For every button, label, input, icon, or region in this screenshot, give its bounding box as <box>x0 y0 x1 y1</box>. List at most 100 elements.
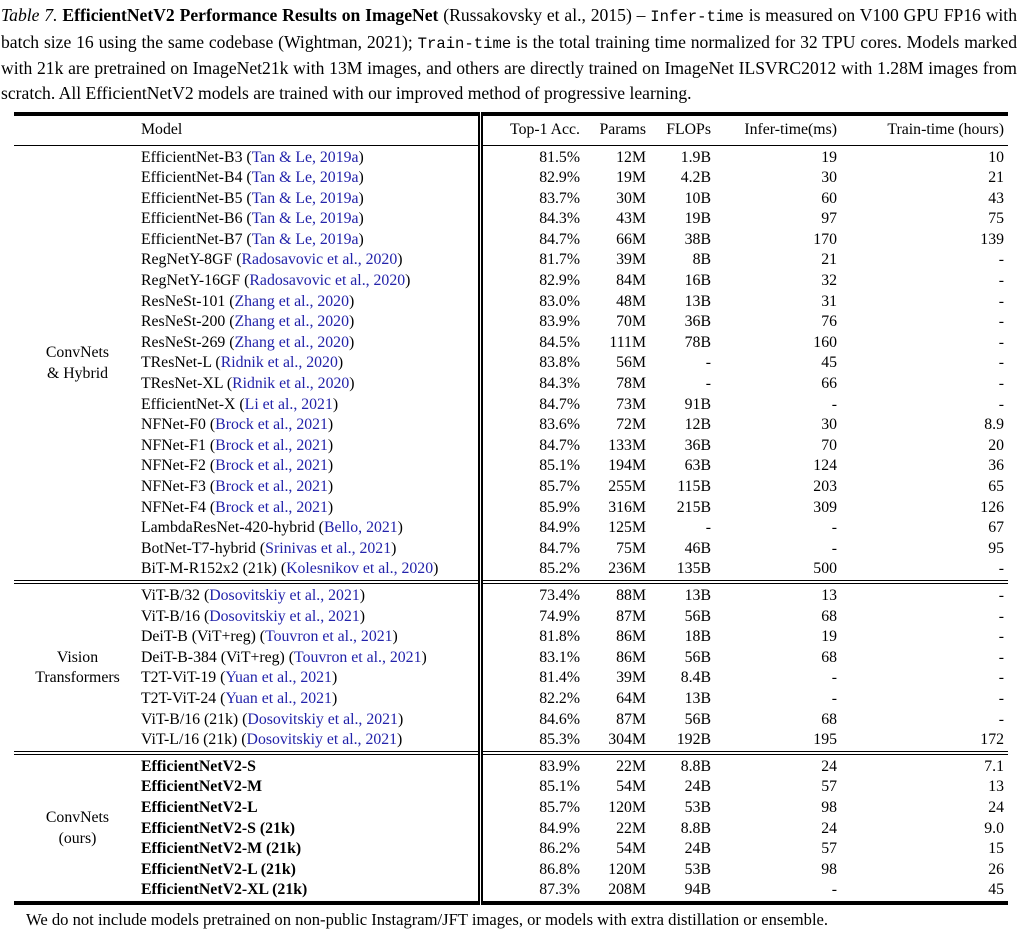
caption-text: is the total training time normalized fo… <box>1 31 1018 103</box>
train-time-value: 139 <box>980 230 1004 248</box>
params-value: 54M <box>616 840 646 858</box>
model-name: NFNet-F3 (Brock et al., 2021) <box>141 478 334 495</box>
citation-link[interactable]: Tan & Le, 2019a <box>251 148 359 166</box>
citation-link[interactable]: Brock et al., 2021 <box>215 436 328 454</box>
model-name: TResNet-L (Ridnik et al., 2020) <box>141 354 344 372</box>
flops-value: 13B <box>684 689 711 707</box>
top1-acc-value: 84.5% <box>477 332 588 354</box>
table-row: NFNet-F1 (Brock et al., 2021) 84.7% 133M 36… <box>14 435 1008 457</box>
train-time-value: 8.9 <box>984 416 1004 434</box>
top1-acc-value: 74.9% <box>477 606 588 628</box>
infer-time-value: 124 <box>813 457 837 475</box>
params-value: 111M <box>609 333 646 351</box>
citation-link[interactable]: Touvron et al., 2021 <box>265 628 393 646</box>
citation-link[interactable]: Brock et al., 2021 <box>215 478 328 495</box>
citation-link[interactable]: Li et al., 2021 <box>244 395 333 413</box>
top1-acc-value: 86.8% <box>477 859 588 881</box>
citation-link[interactable]: Zhang et al., 2020 <box>234 292 349 310</box>
train-time-value: - <box>998 354 1004 372</box>
citation-link[interactable]: Kolesnikov et al., 2020 <box>286 560 434 578</box>
citation-link[interactable]: Brock et al., 2021 <box>215 498 328 516</box>
top1-acc-value: 87.3% <box>477 880 588 903</box>
flops-value: 63B <box>684 457 711 475</box>
flops-value: - <box>705 519 711 537</box>
citation-link[interactable]: Ridnik et al., 2020 <box>220 354 338 372</box>
citation-link[interactable]: Brock et al., 2021 <box>215 416 328 434</box>
model-name: ViT-B/16 (21k) (Dosovitskiy et al., 2021… <box>141 710 404 728</box>
citation-link[interactable]: Dosovitskiy et al., 2021 <box>246 731 398 749</box>
row-group-3: ConvNets (ours) EfficientNetV2-S 83.9% 22M 8.… <box>14 752 1008 903</box>
flops-value: 46B <box>684 539 711 557</box>
infer-time-value: 68 <box>821 607 837 625</box>
caption-text: is measured on V100 GPU FP16 with batch … <box>1 5 1017 52</box>
top1-acc-value: 82.9% <box>477 168 588 189</box>
citation-link[interactable]: Bello, 2021 <box>323 519 398 537</box>
citation-link[interactable]: Zhang et al., 2020 <box>234 333 349 351</box>
params-value: 236M <box>608 560 646 578</box>
citation-link[interactable]: Radosavovic et al., 2020 <box>249 272 406 290</box>
flops-value: 8.4B <box>680 669 711 687</box>
train-time-value: 21 <box>988 169 1004 187</box>
flops-value: 4.2B <box>680 169 711 187</box>
citation-link[interactable]: Radosavovic et al., 2020 <box>241 251 398 269</box>
flops-value: 38B <box>684 230 711 248</box>
citation-link[interactable]: Dosovitskiy et al., 2021 <box>209 607 360 625</box>
top1-acc-value: 73.4% <box>477 581 588 607</box>
citation-link[interactable]: Tan & Le, 2019a <box>251 210 359 228</box>
train-time-value: - <box>998 395 1004 413</box>
citation-link[interactable]: Touvron et al., 2021 <box>294 648 422 666</box>
citation-link[interactable]: Tan & Le, 2019a <box>251 230 359 248</box>
citation-link[interactable]: Dosovitskiy et al., 2021 <box>209 586 360 604</box>
train-time-value: 43 <box>988 189 1004 207</box>
top1-acc-value: 84.7% <box>477 435 588 457</box>
top1-acc-value: 84.3% <box>477 209 588 230</box>
params-value: 43M <box>616 210 646 228</box>
params-value: 30M <box>616 189 646 207</box>
col-header-infer-time: Infer-time(ms) <box>744 121 837 139</box>
infer-time-value: 68 <box>821 710 837 728</box>
table-row: EfficientNet-B4 (Tan & Le, 2019a) 82.9% 19… <box>14 168 1008 189</box>
citation-link[interactable]: Russakovsky et al., 2015 <box>449 5 626 25</box>
citation-link[interactable]: Srinivas et al., 2021 <box>265 539 392 557</box>
infer-time-value: - <box>831 539 837 557</box>
citation-link[interactable]: Zhang et al., 2020 <box>234 313 349 331</box>
params-value: 84M <box>616 272 646 290</box>
citation-link[interactable]: Ridnik et al., 2020 <box>232 375 350 393</box>
params-value: 78M <box>616 375 646 393</box>
citation-link[interactable]: Yuan et al., 2021 <box>225 669 332 687</box>
model-name: ResNeSt-269 (Zhang et al., 2020) <box>141 333 355 351</box>
top1-acc-value: 83.1% <box>477 647 588 669</box>
model-name: EfficientNet-B5 (Tan & Le, 2019a) <box>141 189 364 207</box>
infer-time-value: 195 <box>813 731 837 749</box>
train-time-value: 172 <box>980 731 1004 749</box>
flops-value: 13B <box>684 586 711 604</box>
model-name: DeiT-B-384 (ViT+reg) (Touvron et al., 20… <box>141 648 427 666</box>
table-row: RegNetY-8GF (Radosavovic et al., 2020) 81… <box>14 250 1008 272</box>
infer-time-value: 203 <box>813 478 837 495</box>
table-row: NFNet-F3 (Brock et al., 2021) 85.7% 255M 11… <box>14 477 1008 498</box>
table-row: T2T-ViT-19 (Yuan et al., 2021) 81.4% 39M 8.… <box>14 668 1008 689</box>
infer-time-value: 30 <box>821 416 837 434</box>
params-value: 22M <box>616 757 646 775</box>
flops-value: 115B <box>677 478 711 495</box>
row-group-label: ConvNets & Hybrid <box>45 344 110 382</box>
citation-link[interactable]: Wightman, 2021 <box>284 31 403 52</box>
train-time-value: - <box>998 313 1004 331</box>
citation-link[interactable]: Tan & Le, 2019a <box>251 169 359 187</box>
flops-value: - <box>705 354 711 372</box>
model-name: LambdaResNet-420-hybrid (Bello, 2021) <box>141 519 403 537</box>
flops-value: 36B <box>684 313 711 331</box>
table-row: TResNet-L (Ridnik et al., 2020) 83.8% 56M -… <box>14 353 1008 375</box>
train-time-value: 26 <box>988 860 1004 878</box>
model-name: EfficientNetV2-L <box>141 798 258 816</box>
caption-text: ) – <box>625 5 651 25</box>
top1-acc-value: 85.3% <box>477 730 588 753</box>
citation-link[interactable]: Brock et al., 2021 <box>215 457 328 475</box>
citation-link[interactable]: Tan & Le, 2019a <box>251 189 359 207</box>
citation-link[interactable]: Yuan et al., 2021 <box>225 689 332 707</box>
citation-link[interactable]: Dosovitskiy et al., 2021 <box>247 710 398 728</box>
params-value: 66M <box>616 230 646 248</box>
table-row: BiT-M-R152x2 (21k) (Kolesnikov et al., 2… <box>14 559 1008 582</box>
table-row: EfficientNetV2-L 85.7% 120M 53B 98 24 <box>14 797 1008 819</box>
infer-time-value: - <box>831 519 837 537</box>
